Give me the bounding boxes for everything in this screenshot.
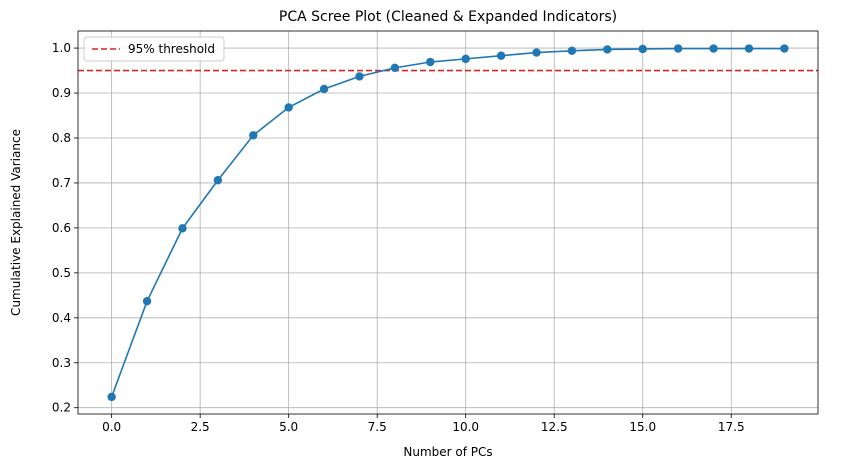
y-tick-label: 0.5 (52, 266, 71, 280)
data-point (603, 45, 612, 54)
data-point (178, 224, 187, 233)
x-tick-label: 12.5 (541, 420, 568, 434)
x-tick-label: 0.0 (102, 420, 121, 434)
data-point (638, 44, 647, 54)
y-tick-label: 0.4 (52, 311, 71, 325)
data-point (107, 392, 116, 402)
data-point (142, 296, 152, 306)
x-tick-label: 15.0 (629, 420, 656, 434)
chart-title: PCA Scree Plot (Cleaned & Expanded Indic… (279, 9, 617, 25)
plot-frame (77, 30, 819, 415)
x-tick-label: 7.5 (368, 420, 387, 434)
data-point (673, 44, 683, 53)
data-point (426, 57, 435, 67)
data-point (249, 131, 258, 140)
x-axis-ticks: 0.0 2.5 5.0 7.5 10.0 12.5 15.0 17.5 (102, 414, 745, 434)
y-tick-label: 0.6 (52, 221, 71, 235)
y-tick-label: 0.9 (52, 86, 71, 100)
y-tick-label: 0.7 (52, 176, 71, 190)
data-point (780, 44, 789, 53)
y-tick-label: 0.3 (52, 356, 71, 370)
y-tick-label: 0.8 (52, 131, 71, 145)
x-tick-label: 17.5 (718, 420, 745, 434)
y-tick-label: 0.2 (52, 401, 71, 415)
data-point (496, 51, 506, 60)
y-tick-label: 1.0 (52, 41, 71, 55)
grid (78, 31, 818, 414)
series-line (110, 47, 785, 398)
x-tick-label: 10.0 (452, 420, 479, 434)
data-point (744, 44, 754, 53)
legend-threshold-label: 95% threshold (128, 42, 215, 56)
data-point (709, 44, 718, 53)
data-point (319, 84, 329, 94)
data-point (461, 54, 470, 64)
y-axis-label: Cumulative Explained Variance (9, 129, 23, 316)
legend-box (83, 36, 225, 62)
data-point (355, 72, 364, 81)
x-tick-label: 5.0 (279, 420, 298, 434)
x-tick-label: 2.5 (191, 420, 210, 434)
data-point (567, 46, 577, 55)
series-layer (107, 44, 789, 402)
data-point (284, 103, 293, 112)
data-point (390, 63, 400, 73)
data-point (213, 176, 223, 185)
x-axis-label: Number of PCs (403, 445, 492, 459)
legend: 95% threshold (83, 36, 225, 62)
data-point (532, 48, 541, 57)
y-axis-ticks: 0.2 0.3 0.4 0.5 0.6 0.7 0.8 0.9 1.0 (52, 41, 78, 415)
